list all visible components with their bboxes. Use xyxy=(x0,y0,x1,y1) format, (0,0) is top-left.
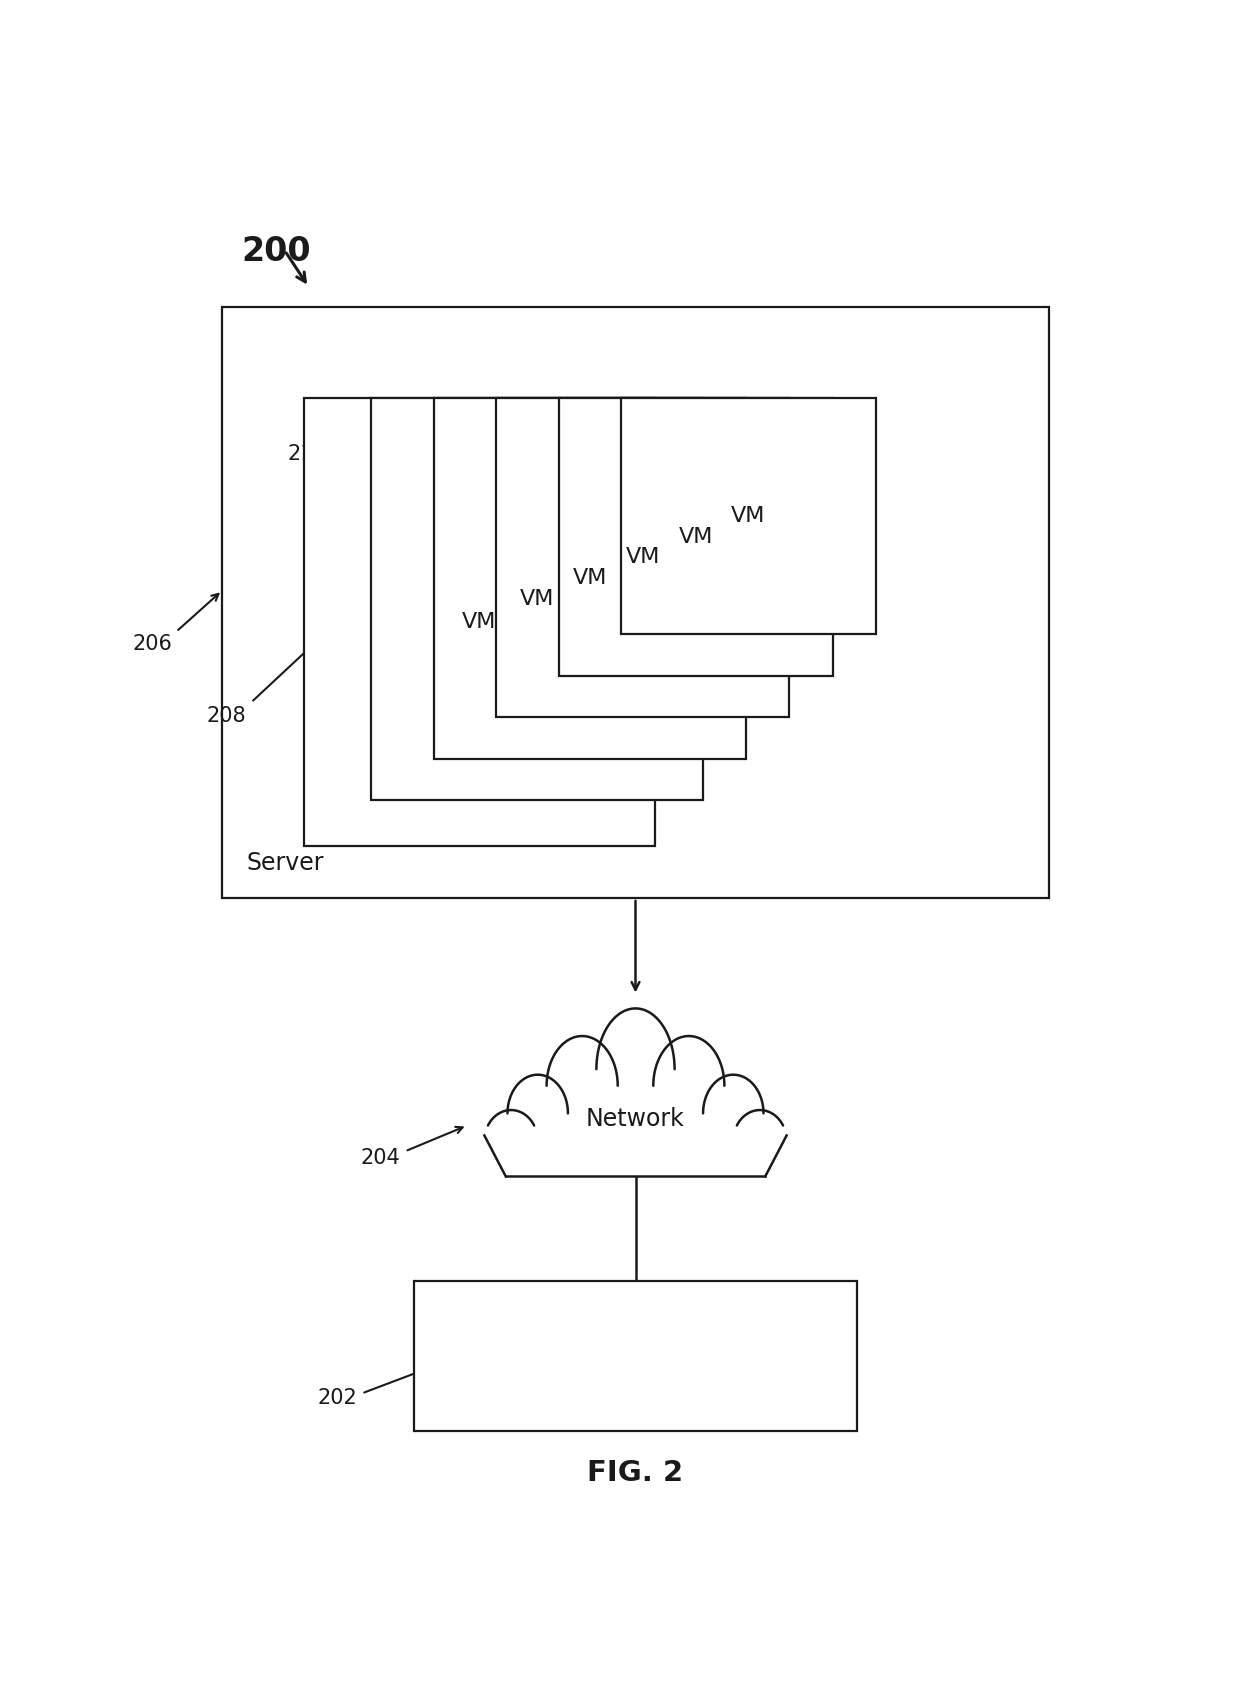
Text: VM: VM xyxy=(573,569,608,587)
Ellipse shape xyxy=(653,1036,724,1136)
Ellipse shape xyxy=(703,1075,764,1151)
Bar xyxy=(304,398,655,846)
Text: FIG. 2: FIG. 2 xyxy=(588,1458,683,1487)
Text: 210: 210 xyxy=(288,444,327,464)
Text: 200: 200 xyxy=(242,235,311,268)
Text: VM: VM xyxy=(520,589,554,609)
Text: VM: VM xyxy=(678,527,713,547)
Text: VM: VM xyxy=(463,611,496,631)
Text: 208: 208 xyxy=(207,706,247,726)
Ellipse shape xyxy=(485,1111,538,1171)
Ellipse shape xyxy=(733,1111,786,1171)
Text: VM: VM xyxy=(732,506,765,525)
Bar xyxy=(222,307,1049,898)
Bar xyxy=(558,398,832,675)
Bar xyxy=(371,397,703,800)
Ellipse shape xyxy=(547,1036,618,1136)
Text: Storage Device: Storage Device xyxy=(546,1344,725,1367)
Text: 212: 212 xyxy=(367,434,407,454)
Text: Server: Server xyxy=(247,851,324,874)
Text: VM: VM xyxy=(625,547,660,567)
Text: 204: 204 xyxy=(361,1148,401,1168)
Text: 206: 206 xyxy=(133,633,172,653)
Bar xyxy=(434,398,746,760)
Text: Network: Network xyxy=(587,1107,684,1131)
Bar xyxy=(621,397,875,635)
Ellipse shape xyxy=(596,1008,675,1129)
Ellipse shape xyxy=(507,1075,568,1151)
Bar xyxy=(496,398,789,717)
Bar xyxy=(485,1114,786,1151)
Text: 202: 202 xyxy=(317,1388,357,1408)
Bar xyxy=(414,1281,857,1431)
